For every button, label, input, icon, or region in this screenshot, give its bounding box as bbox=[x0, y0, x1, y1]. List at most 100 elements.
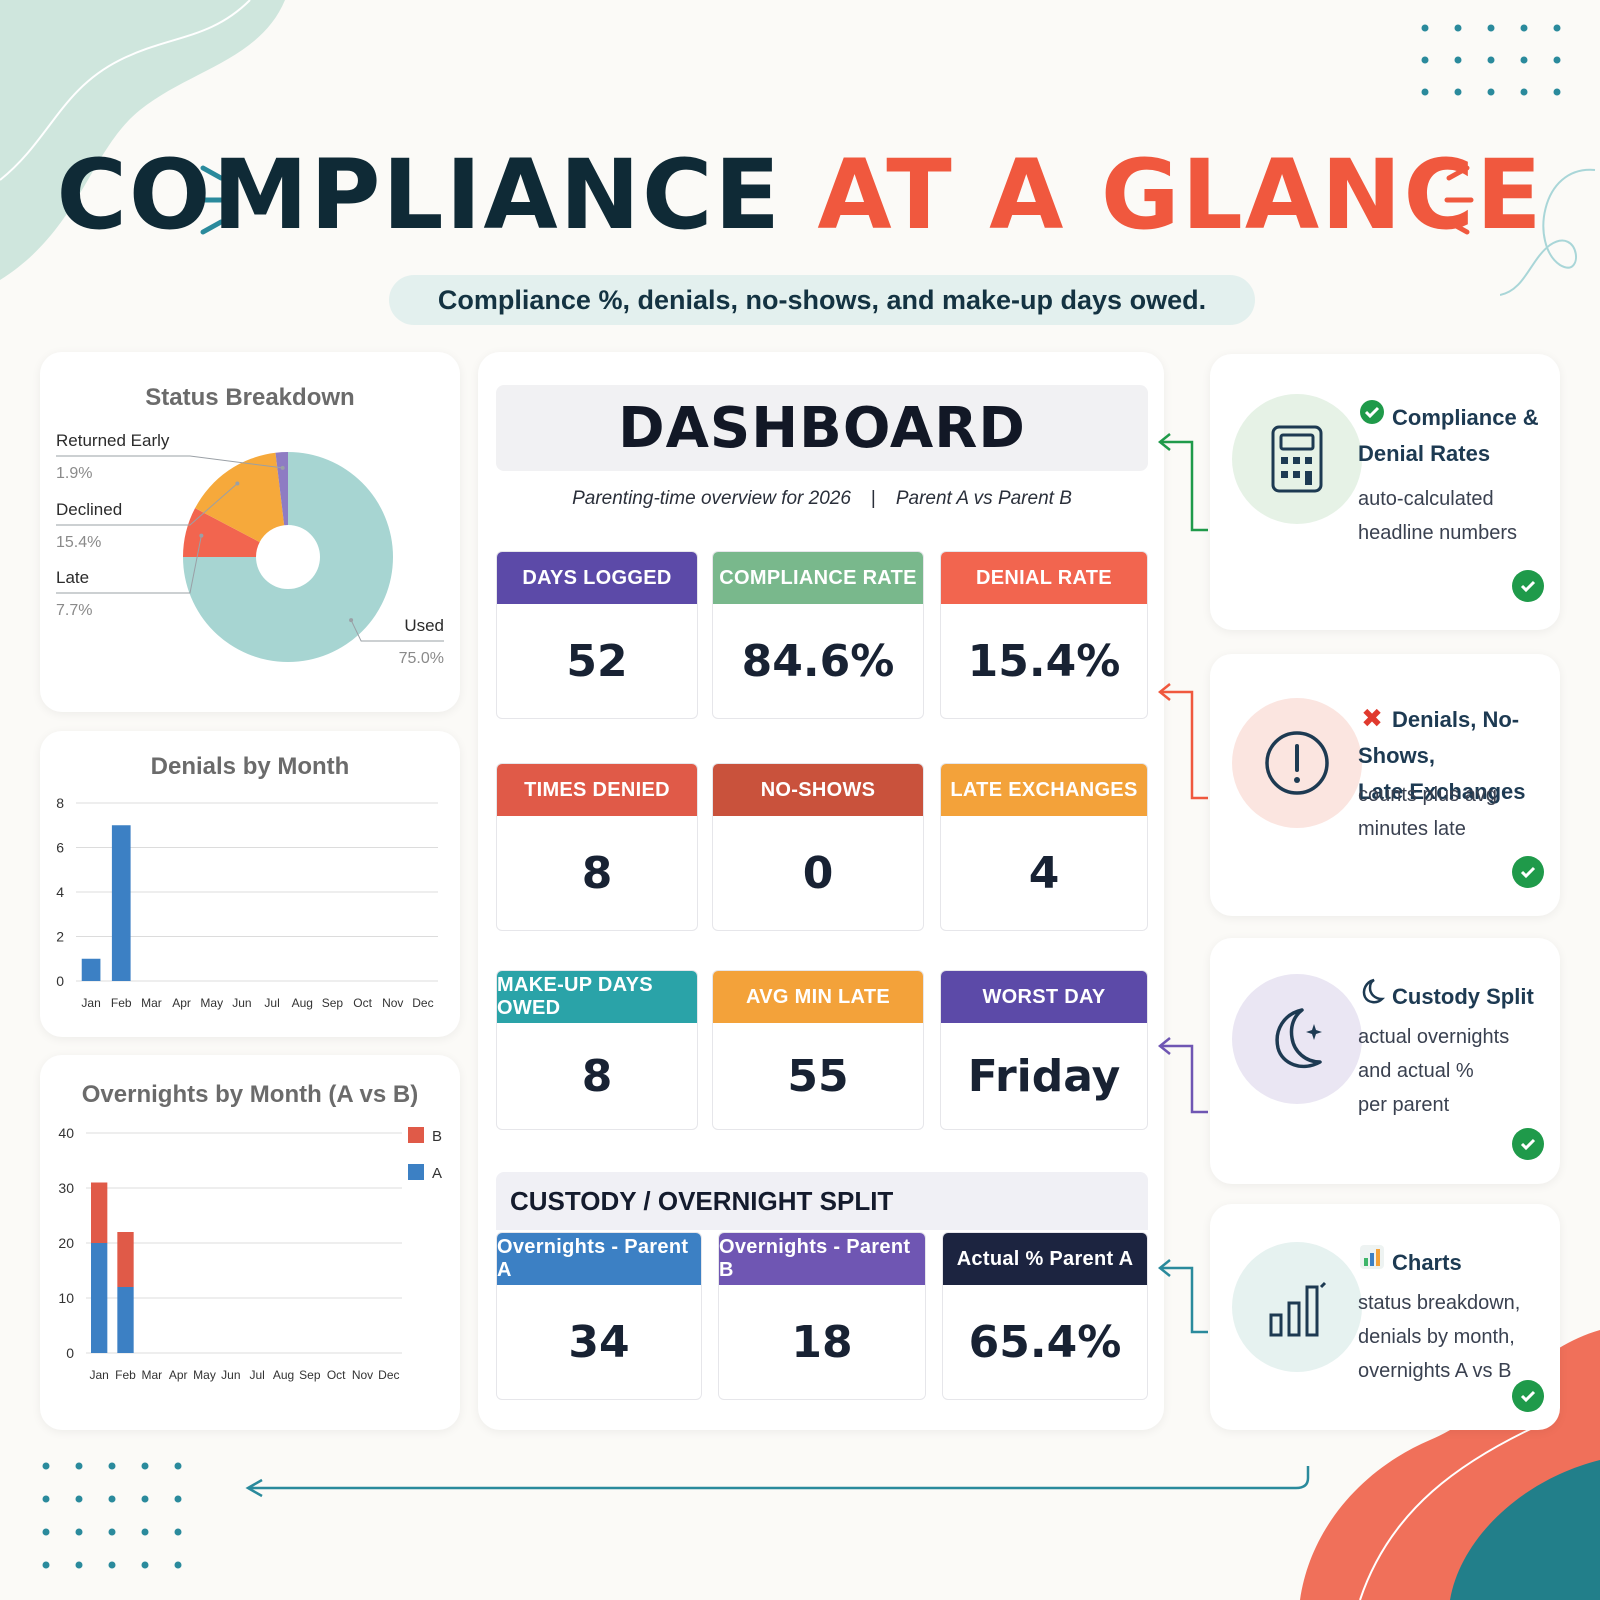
pie-label: Used bbox=[404, 616, 444, 635]
y-tick-label: 0 bbox=[56, 973, 64, 989]
top-left-blob bbox=[0, 0, 285, 280]
page-title: COMPLIANCE AT A GLANCE bbox=[0, 140, 1600, 250]
overnights-by-month-chart: 0 10 20 30 40 Jan Feb Mar Apr May Jun Jul Aug Sep Oct N… bbox=[58, 1125, 442, 1382]
x-tick-label: Jan bbox=[89, 1368, 108, 1382]
x-tick-label: Jun bbox=[232, 996, 251, 1010]
feature-title-line-1: Charts bbox=[1392, 1250, 1462, 1275]
y-tick-label: 2 bbox=[56, 929, 64, 945]
feature-description: status breakdown, denials by month, over… bbox=[1358, 1286, 1520, 1388]
y-tick-label: 0 bbox=[66, 1345, 74, 1361]
feature-title: ✖ Denials, No-Shows, Late Exchanges bbox=[1358, 700, 1560, 810]
feature-desc-line: counts plus avg bbox=[1358, 784, 1497, 806]
pie-leader-dot bbox=[349, 618, 354, 623]
dashboard-subtitle-right: Parent A vs Parent B bbox=[895, 488, 1072, 509]
custody-label: Overnights - Parent B bbox=[719, 1233, 925, 1285]
feature-desc-line: denials by month, bbox=[1358, 1326, 1515, 1348]
feature-desc-line: overnights A vs B bbox=[1358, 1360, 1512, 1382]
bar bbox=[111, 825, 131, 981]
title-right-accent bbox=[1444, 165, 1474, 235]
feature-desc-line: per parent bbox=[1358, 1094, 1450, 1116]
kpi-card: NO-SHOWS 0 bbox=[712, 763, 924, 931]
legend-swatch bbox=[408, 1127, 424, 1143]
kpi-label: TIMES DENIED bbox=[497, 764, 697, 816]
custody-card: Overnights - Parent A 34 bbox=[496, 1232, 702, 1400]
kpi-card: LATE EXCHANGES 4 bbox=[940, 763, 1148, 931]
calculator-icon-badge bbox=[1232, 394, 1362, 524]
kpi-card: WORST DAY Friday bbox=[940, 970, 1148, 1130]
kpi-card: DENIAL RATE 15.4% bbox=[940, 551, 1148, 719]
custody-card: Overnights - Parent B 18 bbox=[718, 1232, 926, 1400]
chart-title: Denials by Month bbox=[150, 753, 350, 780]
x-tick-label: Nov bbox=[352, 1368, 373, 1382]
cross-icon: ✖ bbox=[1361, 703, 1383, 733]
y-tick-label: 4 bbox=[56, 884, 64, 900]
x-tick-label: Feb bbox=[111, 996, 132, 1010]
moon-icon-badge bbox=[1232, 974, 1362, 1104]
feature-title-line-1: Compliance & bbox=[1392, 405, 1539, 430]
page-subtitle: Compliance %, denials, no-shows, and mak… bbox=[389, 275, 1255, 325]
pie-value-label: 15.4% bbox=[56, 534, 101, 551]
feature-title: Charts bbox=[1358, 1244, 1462, 1281]
custody-value: 34 bbox=[568, 1316, 630, 1368]
custody-label: Overnights - Parent A bbox=[497, 1233, 701, 1285]
pie-leader-dot bbox=[199, 533, 204, 538]
x-tick-label: Feb bbox=[115, 1368, 136, 1382]
kpi-value: 52 bbox=[566, 635, 628, 687]
kpi-label: COMPLIANCE RATE bbox=[713, 552, 923, 604]
kpi-value: 8 bbox=[581, 847, 613, 899]
feature-title-line-2: Late Exchanges bbox=[1358, 779, 1526, 804]
x-tick-label: Sep bbox=[299, 1368, 321, 1382]
check-circle-icon bbox=[1512, 570, 1544, 602]
bottom-left-dots bbox=[42, 1462, 182, 1569]
bar-a bbox=[117, 1287, 134, 1353]
moon-icon bbox=[1358, 978, 1386, 1015]
feature-desc-line: and actual % bbox=[1358, 1060, 1474, 1082]
dashboard-title: DASHBOARD bbox=[496, 385, 1148, 471]
kpi-value: 84.6% bbox=[741, 635, 895, 687]
pie-slice bbox=[275, 452, 288, 526]
feature-desc-line: headline numbers bbox=[1358, 522, 1517, 544]
kpi-label: AVG MIN LATE bbox=[713, 971, 923, 1023]
feature-desc-line: minutes late bbox=[1358, 818, 1466, 840]
feature-title: Custody Split bbox=[1358, 978, 1534, 1015]
x-tick-label: Mar bbox=[141, 996, 162, 1010]
check-circle-icon bbox=[1358, 399, 1386, 436]
feature-description: auto-calculated headline numbers bbox=[1358, 482, 1517, 550]
status-breakdown-pie-chart: Used 75.0% Late 7.7% Declined 15.4% Returned E… bbox=[56, 431, 444, 667]
feature-title-line-2: Denial Rates bbox=[1358, 441, 1491, 466]
y-tick-label: 40 bbox=[58, 1125, 74, 1141]
x-tick-label: Jun bbox=[221, 1368, 240, 1382]
kpi-value: Friday bbox=[967, 1050, 1121, 1102]
y-tick-label: 8 bbox=[56, 795, 64, 811]
pie-leader-line bbox=[56, 483, 238, 526]
feature-title-line-1: Denials, No-Shows, bbox=[1358, 707, 1520, 768]
title-part-1: COMPLIANCE bbox=[56, 139, 782, 251]
feature-desc-line: actual overnights bbox=[1358, 1026, 1510, 1048]
kpi-value: 8 bbox=[581, 1050, 613, 1102]
custody-label: Actual % Parent A bbox=[943, 1233, 1147, 1285]
denials-by-month-chart: 0 2 4 6 8 Jan Feb Mar Apr May Jun Jul Aug Sep Oct Nov De… bbox=[56, 795, 438, 1010]
bar-chart-icon-badge bbox=[1232, 1242, 1362, 1372]
kpi-label: LATE EXCHANGES bbox=[941, 764, 1147, 816]
dashboard-subtitle: Parenting-time overview for 2026 | Parent … bbox=[496, 488, 1148, 510]
feature-title-line-1: Custody Split bbox=[1392, 984, 1534, 1009]
feature-card-denials: ✖ Denials, No-Shows, Late Exchanges count… bbox=[1210, 654, 1560, 916]
pie-leader-line bbox=[350, 619, 444, 642]
kpi-value: 0 bbox=[802, 847, 834, 899]
x-tick-label: Jul bbox=[249, 1368, 264, 1382]
x-tick-label: Mar bbox=[141, 1368, 162, 1382]
y-tick-label: 6 bbox=[56, 840, 64, 856]
x-tick-label: Oct bbox=[327, 1368, 346, 1382]
x-tick-label: May bbox=[200, 996, 223, 1010]
chart-title: Status Breakdown bbox=[145, 384, 355, 411]
dashboard-subtitle-separator: | bbox=[870, 488, 876, 509]
bar-chart-icon bbox=[1358, 1244, 1386, 1281]
kpi-label: MAKE-UP DAYS OWED bbox=[497, 971, 697, 1023]
x-tick-label: Dec bbox=[378, 1368, 399, 1382]
check-circle-icon bbox=[1512, 1380, 1544, 1412]
legend-label: A bbox=[432, 1165, 442, 1182]
top-right-dots bbox=[1421, 24, 1561, 96]
pie-value-label: 7.7% bbox=[56, 602, 92, 619]
kpi-value: 15.4% bbox=[967, 635, 1121, 687]
overnights-by-month-card: Overnights by Month (A vs B) 0 10 20 30 40 Ja… bbox=[40, 1055, 460, 1430]
